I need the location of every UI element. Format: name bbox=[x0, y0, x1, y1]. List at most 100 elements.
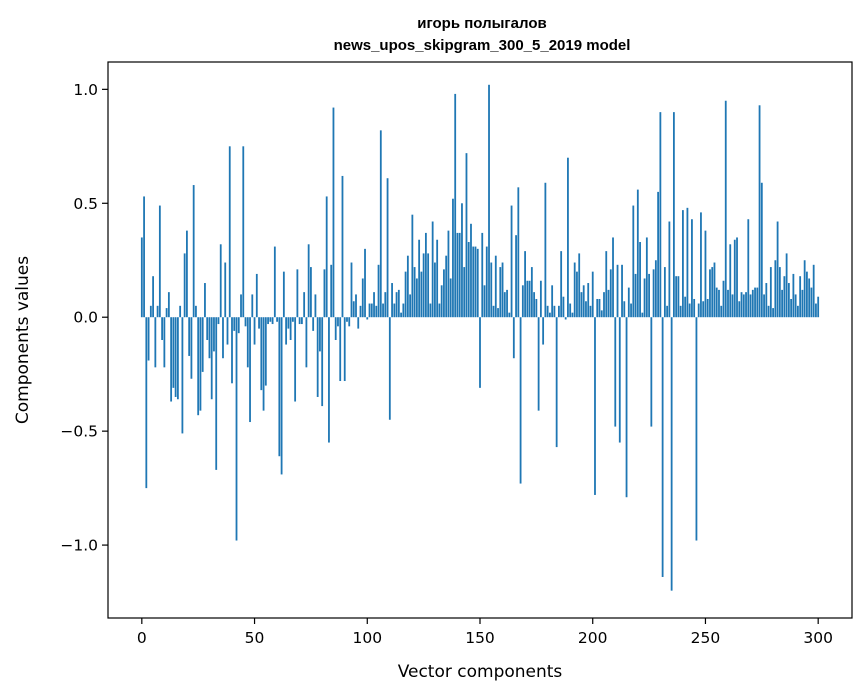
bar bbox=[589, 305, 592, 318]
bar bbox=[427, 253, 430, 318]
bar bbox=[343, 317, 346, 382]
bar bbox=[158, 205, 161, 318]
x-axis-label: Vector components bbox=[398, 662, 563, 682]
bar bbox=[208, 317, 211, 359]
bar bbox=[300, 317, 303, 325]
bar bbox=[260, 317, 263, 391]
bar bbox=[749, 294, 752, 318]
bar bbox=[379, 130, 382, 318]
bar bbox=[321, 317, 324, 407]
bar bbox=[769, 267, 772, 318]
bar bbox=[616, 264, 619, 318]
bar bbox=[605, 251, 608, 318]
bar bbox=[817, 296, 820, 318]
bar bbox=[461, 203, 463, 318]
bar bbox=[294, 317, 297, 402]
bar bbox=[197, 317, 200, 416]
bar bbox=[497, 308, 499, 318]
bar bbox=[246, 317, 249, 368]
bar bbox=[215, 317, 218, 470]
bar bbox=[693, 298, 696, 318]
bar bbox=[492, 305, 495, 318]
bar bbox=[391, 283, 393, 318]
bar bbox=[325, 196, 328, 318]
bar bbox=[715, 287, 718, 318]
bar bbox=[494, 255, 497, 318]
x-axis: 0 50 100 150 200 250 300 bbox=[137, 618, 833, 647]
chart-subtitle: news_upos_skipgram_300_5_2019 model bbox=[334, 37, 631, 54]
bar bbox=[368, 303, 371, 318]
bar bbox=[553, 305, 556, 318]
x-tick-label: 0 bbox=[137, 629, 147, 647]
bar bbox=[548, 312, 551, 318]
bar bbox=[237, 317, 240, 334]
bar bbox=[183, 253, 186, 318]
bar bbox=[470, 223, 472, 318]
bar bbox=[720, 305, 723, 318]
bar bbox=[233, 317, 236, 331]
bar bbox=[704, 230, 707, 318]
bar bbox=[675, 276, 678, 318]
x-tick-label: 50 bbox=[245, 629, 265, 647]
bar bbox=[709, 269, 711, 318]
bar bbox=[578, 253, 581, 318]
bar bbox=[298, 317, 301, 325]
bar bbox=[763, 294, 765, 318]
bar bbox=[357, 317, 360, 329]
bar bbox=[163, 317, 166, 368]
bar bbox=[282, 271, 285, 318]
x-tick-label: 200 bbox=[578, 629, 608, 647]
bar bbox=[206, 317, 209, 340]
bar bbox=[269, 317, 272, 322]
bar bbox=[436, 239, 439, 318]
bar bbox=[503, 292, 506, 318]
bar bbox=[195, 305, 197, 318]
bar bbox=[618, 317, 621, 443]
bar bbox=[332, 107, 335, 318]
bar bbox=[400, 312, 402, 318]
bar bbox=[350, 262, 353, 318]
bar bbox=[803, 260, 806, 318]
bar bbox=[463, 267, 466, 318]
bar bbox=[170, 317, 173, 402]
bar bbox=[406, 255, 409, 318]
bar bbox=[539, 280, 542, 318]
y-tick-label: −0.5 bbox=[60, 423, 98, 441]
bar bbox=[143, 196, 145, 318]
bar bbox=[440, 285, 443, 318]
bar bbox=[544, 182, 547, 318]
bar bbox=[612, 237, 614, 318]
bar bbox=[201, 317, 204, 372]
bar bbox=[262, 317, 265, 411]
bar bbox=[479, 317, 481, 388]
bar bbox=[258, 317, 260, 329]
bar bbox=[377, 264, 380, 318]
bar bbox=[594, 317, 596, 495]
bar bbox=[228, 146, 231, 318]
bar bbox=[366, 317, 369, 320]
bar bbox=[776, 221, 779, 318]
bar bbox=[785, 253, 788, 318]
bar bbox=[312, 317, 315, 331]
bar bbox=[361, 278, 364, 318]
bar bbox=[636, 189, 639, 318]
bar bbox=[316, 317, 319, 397]
bar bbox=[278, 317, 281, 457]
bar bbox=[657, 191, 660, 318]
bar bbox=[767, 305, 770, 318]
bar bbox=[458, 232, 461, 318]
bar bbox=[307, 244, 310, 318]
bar bbox=[530, 267, 533, 318]
bar bbox=[255, 273, 258, 318]
bar bbox=[267, 317, 269, 325]
bar bbox=[240, 294, 242, 318]
y-tick-label: 0.0 bbox=[73, 309, 98, 327]
bar bbox=[418, 239, 421, 318]
bar bbox=[810, 287, 813, 318]
bar bbox=[598, 298, 601, 318]
bar bbox=[567, 157, 569, 318]
bar bbox=[375, 305, 378, 318]
bar bbox=[224, 262, 227, 318]
bar bbox=[323, 269, 326, 318]
y-tick-label: 1.0 bbox=[73, 81, 98, 99]
